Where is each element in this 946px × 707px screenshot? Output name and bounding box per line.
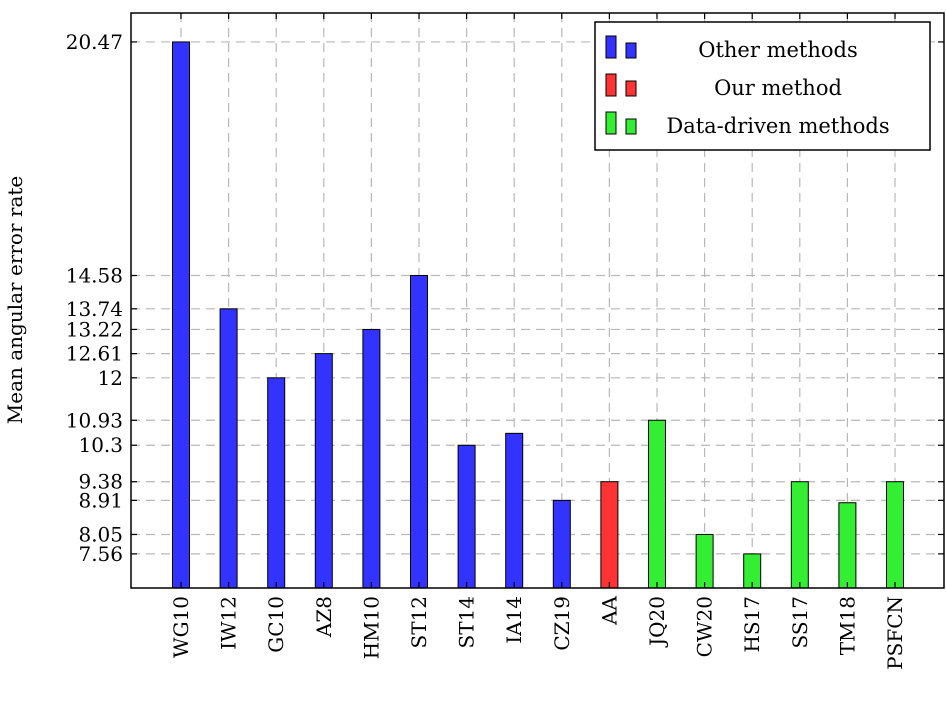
x-tick-label: IW12 xyxy=(217,596,241,650)
legend-swatch xyxy=(625,118,637,135)
x-tick-label: CZ19 xyxy=(550,596,574,651)
x-tick-label: PSFCN xyxy=(883,596,907,670)
legend-swatch xyxy=(605,111,617,135)
bar-psfcn xyxy=(886,481,904,589)
y-tick-label: 14.58 xyxy=(66,264,123,288)
plot-frame xyxy=(130,12,945,589)
legend-swatch xyxy=(605,35,617,59)
bar-st14 xyxy=(457,444,476,589)
bar-st12 xyxy=(410,275,428,589)
x-tick-label: HS17 xyxy=(740,596,764,653)
bar-cw20 xyxy=(695,533,714,589)
x-tick-label: WG10 xyxy=(169,596,193,658)
x-tick-label: AZ8 xyxy=(312,596,336,638)
legend: Other methods Our method Data-driven metho… xyxy=(594,21,931,151)
x-tick-label: TM18 xyxy=(835,596,859,655)
x-tick-label: AA xyxy=(597,595,621,625)
y-tick-label: 10.93 xyxy=(66,408,123,432)
y-tick-label: 9.38 xyxy=(78,470,123,494)
bar-hm10 xyxy=(362,328,381,589)
x-tick-label: ST14 xyxy=(455,596,479,649)
bar-wg10 xyxy=(172,41,190,589)
bars xyxy=(172,41,904,589)
x-tick-label: JQ20 xyxy=(645,596,669,648)
axis-ticks xyxy=(131,13,944,588)
legend-swatch xyxy=(625,42,637,59)
x-tick-label: GC10 xyxy=(264,596,288,653)
y-tick-label: 8.91 xyxy=(78,488,123,512)
bar-ss17 xyxy=(790,481,809,589)
y-tick-label: 10.3 xyxy=(78,433,123,457)
bar-iw12 xyxy=(219,308,238,589)
x-tick-label: HM10 xyxy=(359,596,383,659)
x-tick-label: IA14 xyxy=(502,596,526,644)
y-tick-label: 8.05 xyxy=(78,522,123,546)
bar-ia14 xyxy=(505,432,524,589)
x-tick-label: SS17 xyxy=(788,596,812,649)
legend-swatch xyxy=(605,73,617,97)
legend-label: Other methods xyxy=(698,38,858,62)
legend-items: Other methods Our method Data-driven metho… xyxy=(605,35,890,138)
y-tick-label: 12.61 xyxy=(66,342,123,366)
legend-box xyxy=(594,21,931,151)
y-tick-label: 13.22 xyxy=(66,317,123,341)
y-axis-label: Mean angular error rate xyxy=(3,176,27,424)
legend-swatch xyxy=(625,80,637,97)
bar-jq20 xyxy=(648,419,666,589)
bar-cz19 xyxy=(552,499,571,589)
legend-label: Data-driven methods xyxy=(666,114,889,138)
y-tick-label: 20.47 xyxy=(66,30,123,54)
y-tick-label: 13.74 xyxy=(66,297,123,321)
x-tick-label: ST12 xyxy=(407,596,431,649)
y-tick-labels: 7.568.05 8.919.38 10.310.93 1212.6113.2213.… xyxy=(66,30,123,566)
x-tick-label: CW20 xyxy=(693,596,717,657)
x-tick-labels: WG10 IW12 GC10 AZ8 HM10 ST12 ST14 IA14 CZ19 AA JQ2… xyxy=(169,595,907,669)
bar-az8 xyxy=(314,353,333,589)
bar-aa xyxy=(600,481,619,589)
y-tick-label: 7.56 xyxy=(78,542,123,566)
legend-label: Our method xyxy=(714,76,842,100)
bar-tm18 xyxy=(838,502,857,589)
bar-gc10 xyxy=(267,377,286,589)
y-tick-label: 12 xyxy=(98,366,123,390)
